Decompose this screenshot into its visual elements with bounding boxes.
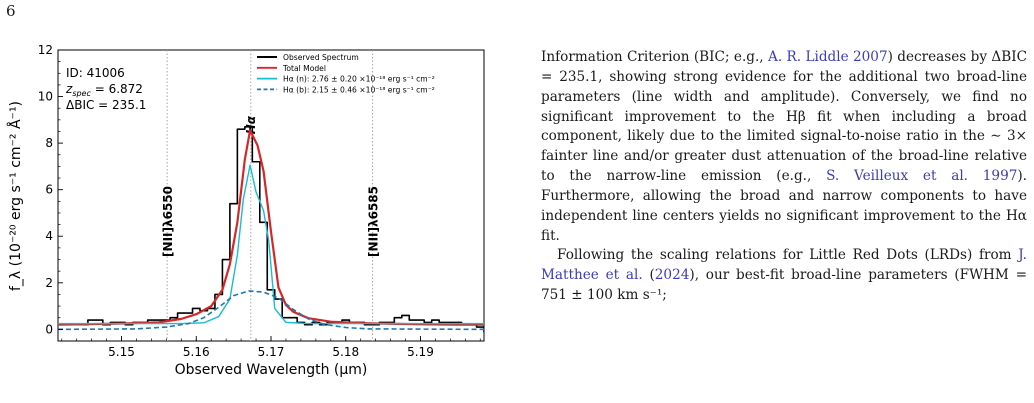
spectrum-figure: [NII]λ6550 Hα [NII]λ6585 5.15 5.16 5.17 5.18 5… (0, 36, 500, 398)
info-box: ID: 41006 zspec = 6.872 ΔBIC = 235.1 (65, 66, 146, 112)
y-axis: 0 2 4 6 8 10 12 (38, 43, 63, 336)
paragraph-2: Following the scaling relations for Litt… (541, 246, 1027, 306)
legend: Observed Spectrum Total Model Hα (n): 2.76… (257, 53, 435, 94)
x-tick-label: 5.18 (332, 345, 359, 359)
body-text-column: Information Criterion (BIC; e.g., A. R. … (541, 48, 1027, 306)
series-group (58, 126, 484, 333)
y-tick-label: 10 (38, 90, 53, 104)
y-tick-label: 4 (45, 229, 53, 243)
page-number: 6 (6, 2, 16, 20)
x-tick-label: 5.19 (407, 345, 434, 359)
legend-label-1: Observed Spectrum (283, 53, 359, 62)
info-bic: ΔBIC = 235.1 (66, 98, 146, 112)
x-tick-label: 5.17 (258, 345, 285, 359)
y-tick-label: 12 (38, 43, 53, 57)
legend-label-4: Hα (b): 2.15 ± 0.46 ×10⁻¹⁸ erg s⁻¹ cm⁻² (283, 85, 435, 94)
line-marker-group: [NII]λ6550 Hα [NII]λ6585 (161, 50, 381, 341)
text-run: ), our best-fit broad-line parameters (F… (541, 267, 1028, 304)
x-tick-label: 5.15 (108, 345, 135, 359)
series-2-line (58, 129, 484, 326)
x-axis-label: Observed Wavelength (μm) (175, 362, 368, 378)
info-redshift: zspec = 6.872 (65, 82, 143, 98)
y-axis-label: f_λ (10⁻²⁰ erg s⁻¹ cm⁻² Å⁻¹) (7, 101, 24, 291)
citation-link[interactable]: 2024 (654, 267, 690, 284)
citation-link[interactable]: A. R. Liddle 2007 (768, 49, 888, 65)
line-label-3: [NII]λ6585 (367, 186, 381, 257)
series-3-line (58, 164, 484, 325)
legend-label-2: Total Model (282, 64, 326, 73)
text-run: ) decreases by ΔBIC = 235.1, showing str… (541, 49, 1027, 185)
line-label-2: Hα (244, 115, 258, 134)
text-run: ( (642, 267, 655, 284)
x-tick-label: 5.16 (183, 345, 210, 359)
text-run: Following the scaling relations for Litt… (557, 247, 1019, 264)
x-axis: 5.15 5.16 5.17 5.18 5.19 (61, 336, 481, 359)
y-tick-label: 6 (45, 183, 53, 197)
citation-link[interactable]: S. Veilleux et al. 1997 (826, 168, 1018, 185)
citation-link[interactable]: J. Matthee et al. (541, 247, 1027, 284)
y-tick-label: 8 (45, 136, 53, 150)
text-run: Information Criterion (BIC; e.g., (541, 49, 768, 65)
legend-label-3: Hα (n): 2.76 ± 0.20 ×10⁻¹⁸ erg s⁻¹ cm⁻² (283, 75, 435, 84)
y-tick-label: 0 (45, 322, 53, 336)
line-label-1: [NII]λ6550 (161, 186, 175, 257)
y-tick-label: 2 (45, 276, 53, 290)
paragraph-1: Information Criterion (BIC; e.g., A. R. … (541, 48, 1027, 246)
text-run: ). Furthermore, allowing the broad and n… (541, 168, 1027, 244)
info-id: ID: 41006 (66, 66, 125, 80)
